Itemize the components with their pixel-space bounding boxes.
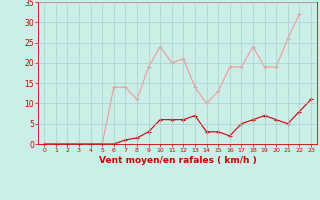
X-axis label: Vent moyen/en rafales ( km/h ): Vent moyen/en rafales ( km/h ) (99, 156, 256, 165)
